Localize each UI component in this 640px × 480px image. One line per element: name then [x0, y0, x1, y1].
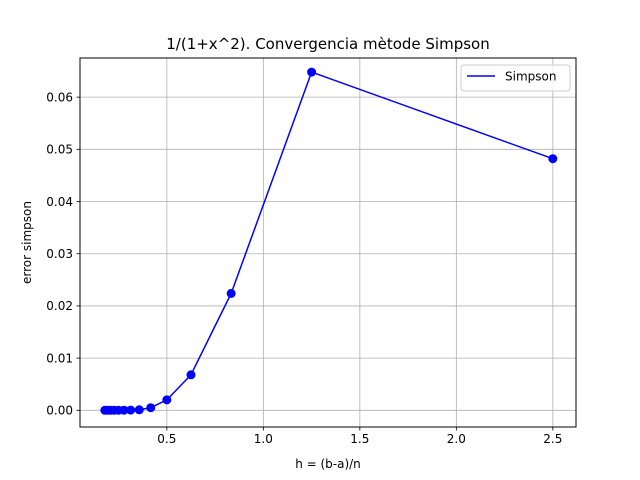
- y-tick-label: 0.00: [46, 404, 73, 418]
- data-point: [307, 67, 317, 77]
- series-layer: [100, 67, 558, 415]
- legend-label-simpson: Simpson: [505, 70, 556, 84]
- y-tick-label: 0.01: [46, 351, 73, 365]
- legend: Simpson: [460, 64, 571, 92]
- y-ticks: 0.00 0.01 0.02 0.03 0.04 0.05 0.06: [46, 90, 80, 418]
- data-point: [100, 405, 110, 415]
- x-tick-label: 0.5: [157, 432, 176, 446]
- x-ticks: 0.5 1.0 1.5 2.0 2.5: [157, 427, 562, 446]
- x-tick-label: 1.0: [254, 432, 273, 446]
- x-tick-label: 1.5: [350, 432, 369, 446]
- grid-lines: [80, 58, 576, 427]
- data-point: [162, 395, 172, 405]
- axes-frame: [79, 57, 577, 428]
- data-point: [134, 405, 144, 415]
- y-tick-label: 0.03: [46, 247, 73, 261]
- x-tick-label: 2.0: [447, 432, 466, 446]
- y-tick-label: 0.05: [46, 143, 73, 157]
- data-point: [548, 154, 558, 164]
- y-tick-label: 0.02: [46, 299, 73, 313]
- chart-title: 1/(1+x^2). Convergencia mètode Simpson: [166, 35, 489, 53]
- legend-box: [460, 64, 571, 92]
- data-point: [146, 403, 156, 413]
- y-tick-label: 0.04: [46, 195, 73, 209]
- data-point: [226, 288, 236, 298]
- x-axis-label: h = (b-a)/n: [295, 457, 361, 471]
- y-axis-label: error simpson: [20, 201, 34, 284]
- data-point: [186, 370, 196, 380]
- x-tick-label: 2.5: [543, 432, 562, 446]
- y-tick-label: 0.06: [46, 90, 73, 104]
